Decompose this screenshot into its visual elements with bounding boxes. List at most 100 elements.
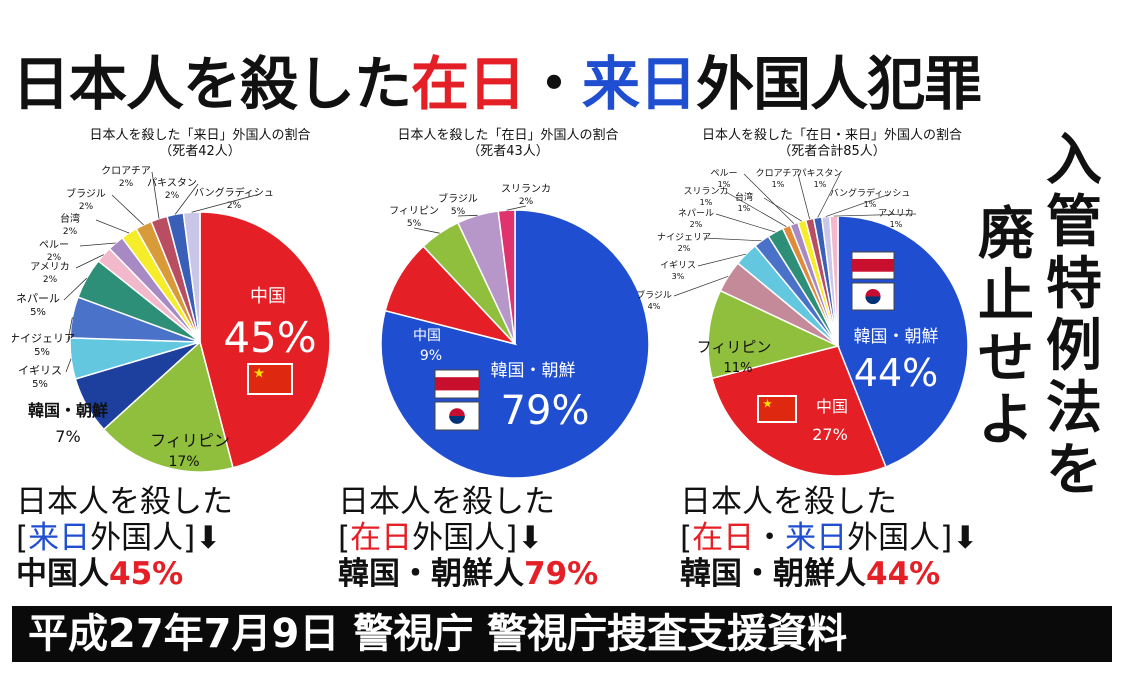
chart2-value-korea: 79% [501,388,590,434]
chart1-small-label: ナイジェリア [12,332,75,345]
chart3-small-value: 1% [890,220,903,229]
chart2-small-value: 2% [519,197,534,207]
slogan-col1-char: 管 [1046,190,1102,255]
page-title: 日本人を殺した在日・来日外国人犯罪 [12,44,1112,124]
chart1-small-label: クロアチア [101,165,151,177]
caption-3-line1: 日本人を殺した [680,484,897,520]
slogan-col1-char: を [1046,438,1102,503]
caption-1-pct: 45% [109,556,184,592]
chart1-small-value: 2% [165,191,180,201]
chart3-leader-line [673,276,729,297]
chart2-small-label: スリランカ [501,183,551,195]
caption-1-line3: 中国人45% [16,556,233,592]
chart1-small-label: バングラディシュ [194,186,274,199]
down-arrow-icon: ⬇ [517,520,544,556]
chart1-leader-line [63,277,88,301]
caption-1-label: 中国人 [16,556,109,592]
caption-3-tag-rest: 外国人] [847,520,953,556]
chart2-small-label: フィリピン [389,205,439,217]
chart3-leader-line [743,173,795,224]
caption-3: 日本人を殺した [在日・来日外国人]⬇ 韓国・朝鮮人44% [680,484,978,592]
chart2-title: 日本人を殺した「在日」外国人の割合 [397,128,619,143]
caption-1-line1: 日本人を殺した [16,484,233,520]
chart1-leader-line [75,254,104,269]
caption-3-line2: [在日・来日外国人]⬇ [680,520,978,556]
chart1-small-label: イギリス [18,364,62,377]
chart3-label-china: 中国 [816,397,848,416]
caption-3-tag1: 在日 [692,520,755,556]
slogan-column-1: 入管特例法を [1042,130,1106,502]
down-arrow-icon: ⬇ [952,520,979,556]
footer-source: 平成27年7月9日 警視庁 警視庁捜査支援資料 [12,606,1112,662]
caption-3-pct: 44% [866,556,941,592]
chart3-small-value: 2% [690,220,703,229]
chart2-slice [497,209,516,345]
caption-2-line1: 日本人を殺した [338,484,555,520]
chart1-leader-line [79,242,116,247]
chart3-leader-line [697,253,747,267]
chart3-slice [707,289,841,380]
caption-1-bracket: [ [16,520,29,556]
chart2-title-block: 日本人を殺した「在日」外国人の割合 （死者43人） [358,128,658,160]
chart3-small-label: ブラジル [636,289,672,301]
chart1-small-value: 2% [227,201,242,211]
chart1-title: 日本人を殺した「来日」外国人の割合 [89,128,311,143]
chart3-leader-line [817,173,841,218]
chart2-leader-line [413,227,440,234]
slogan-col1-char: 入 [1046,128,1102,193]
chart3-title-block: 日本人を殺した「在日・来日」外国人の割合 （死者合計85人） [672,128,992,160]
chart3-label-philippines: フィリピン [697,338,772,356]
slogan-col2-char: 廃 [978,202,1034,267]
chart3-small-value: 1% [772,180,785,189]
down-arrow-icon: ⬇ [195,520,222,556]
chart1-small-label: ネパール [16,292,60,305]
chart1-china-flag-icon [247,363,293,395]
chart2-dprk-band [435,377,479,391]
chart3-small-value: 1% [864,200,877,209]
chart2-label-china: 中国 [413,328,441,344]
chart1-leader-line [191,193,261,213]
chart1-value-korea: 7% [55,427,80,446]
chart1-leader-line [174,183,199,215]
chart1-small-label: ペルー [39,240,69,251]
chart3-value-korea: 44% [854,351,938,395]
chart2-small-value: 5% [407,219,422,229]
chart3-small-label: ナイジェリア [657,232,711,243]
slogan-col1-char: 法 [1046,376,1102,441]
chart2-leader-line [506,205,527,211]
chart3-label-korea: 韓国・朝鮮 [854,327,939,347]
chart1-leader-line [111,194,144,226]
chart1-slice [102,340,234,473]
chart1-value-philippines: 17% [168,454,199,470]
caption-2-line3: 韓国・朝鮮人79% [338,556,598,592]
caption-2-line2: [在日外国人]⬇ [338,520,598,556]
chart3-small-value: 1% [718,180,731,189]
caption-2-tag1: 在日 [350,520,413,556]
chart1-small-label: アメリカ [30,261,70,273]
chart1-small-value: 2% [47,253,62,263]
chart3-small-value: 4% [648,302,661,311]
caption-1-tag1: 来日 [28,520,91,556]
chart3-value-china: 27% [812,425,848,444]
caption-2-bracket: [ [338,520,351,556]
slogan-col2-char: せ [978,326,1034,391]
chart1-label-china: 中国 [250,286,286,307]
chart3-small-label: ペルー [710,169,737,179]
chart1-small-value: 2% [119,179,134,189]
chart1-value-china: 45% [223,313,316,362]
chart1-leader-line [65,358,72,373]
chart3-small-value: 1% [814,180,827,189]
chart3-small-value: 2% [678,244,691,253]
chart3-dprk-band [852,258,894,272]
chart1-subtitle: （死者42人） [159,144,241,159]
chart3-small-label: イギリス [660,260,696,271]
chart3-leader-line [833,213,917,217]
caption-3-label: 韓国・朝鮮人 [680,556,866,592]
chart1-small-value: 5% [32,379,48,390]
chart3-small-label: ネパール [678,208,714,219]
chart1-small-value: 5% [30,307,46,318]
caption-3-bracket: [ [680,520,693,556]
chart3-small-label: 台湾 [735,191,753,203]
chart3-leader-line [797,173,810,220]
chart3-small-label: スリランカ [683,186,728,197]
